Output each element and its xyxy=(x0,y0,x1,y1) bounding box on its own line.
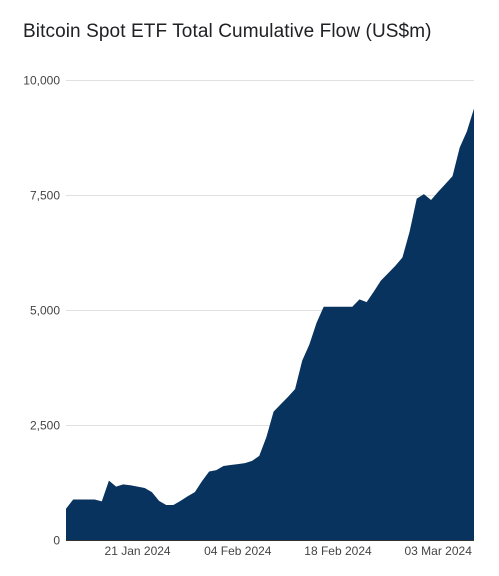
x-tick-label-2: 18 Feb 2024 xyxy=(304,544,372,558)
data-point xyxy=(444,182,447,185)
data-point xyxy=(394,264,397,267)
data-point xyxy=(372,290,375,293)
x-tick-label-3: 03 Mar 2024 xyxy=(405,544,473,558)
data-point xyxy=(258,454,261,457)
data-point xyxy=(215,469,218,472)
data-point xyxy=(150,491,153,494)
area-series xyxy=(65,107,476,541)
area-fill xyxy=(66,108,474,541)
data-point xyxy=(286,395,289,398)
data-point xyxy=(122,483,125,486)
data-point xyxy=(229,464,232,467)
y-tick-label-2: 5,000 xyxy=(30,304,60,318)
data-point xyxy=(430,199,433,202)
data-point xyxy=(208,470,211,473)
chart-title: Bitcoin Spot ETF Total Cumulative Flow (… xyxy=(23,21,432,42)
data-point xyxy=(129,484,132,487)
data-point xyxy=(294,388,297,391)
data-point xyxy=(165,504,168,507)
data-point xyxy=(351,305,354,308)
axes: 0 2,500 5,000 7,500 10,000 21 Jan 2024 04 Feb … xyxy=(23,74,474,558)
x-tick-label-1: 04 Feb 2024 xyxy=(204,544,272,558)
data-point xyxy=(408,230,411,233)
data-point xyxy=(100,500,103,503)
data-point xyxy=(143,487,146,490)
data-point xyxy=(308,343,311,346)
data-point xyxy=(337,305,340,308)
data-point xyxy=(201,480,204,483)
data-point xyxy=(265,435,268,438)
data-point xyxy=(422,193,425,196)
data-point xyxy=(315,321,318,324)
data-point xyxy=(179,499,182,502)
data-point xyxy=(458,146,461,149)
data-point xyxy=(65,507,68,510)
data-point xyxy=(329,305,332,308)
data-point xyxy=(465,130,468,133)
data-point xyxy=(322,305,325,308)
data-point xyxy=(358,298,361,301)
data-point xyxy=(72,498,75,501)
data-point xyxy=(437,190,440,193)
y-tick-label-4: 10,000 xyxy=(23,74,60,88)
data-point xyxy=(236,463,239,466)
data-point xyxy=(186,495,189,498)
x-tick-label-0: 21 Jan 2024 xyxy=(105,544,171,558)
y-tick-label-0: 0 xyxy=(53,534,60,548)
data-point xyxy=(115,485,118,488)
data-point xyxy=(251,459,254,462)
data-point xyxy=(473,107,476,110)
y-tick-label-3: 7,500 xyxy=(30,189,60,203)
data-point xyxy=(193,491,196,494)
data-point xyxy=(401,256,404,259)
data-point xyxy=(243,462,246,465)
data-point xyxy=(451,175,454,178)
data-point xyxy=(86,498,89,501)
data-point xyxy=(415,197,418,200)
y-tick-label-1: 2,500 xyxy=(30,419,60,433)
data-point xyxy=(272,410,275,413)
data-point xyxy=(301,359,304,362)
data-point xyxy=(172,504,175,507)
data-point xyxy=(107,479,110,482)
data-point xyxy=(387,272,390,275)
data-point xyxy=(279,403,282,406)
data-point xyxy=(79,498,82,501)
data-point xyxy=(158,499,161,502)
data-point xyxy=(136,485,139,488)
data-point xyxy=(379,279,382,282)
data-point xyxy=(344,305,347,308)
data-point xyxy=(93,498,96,501)
data-point xyxy=(222,464,225,467)
data-point xyxy=(365,301,368,304)
